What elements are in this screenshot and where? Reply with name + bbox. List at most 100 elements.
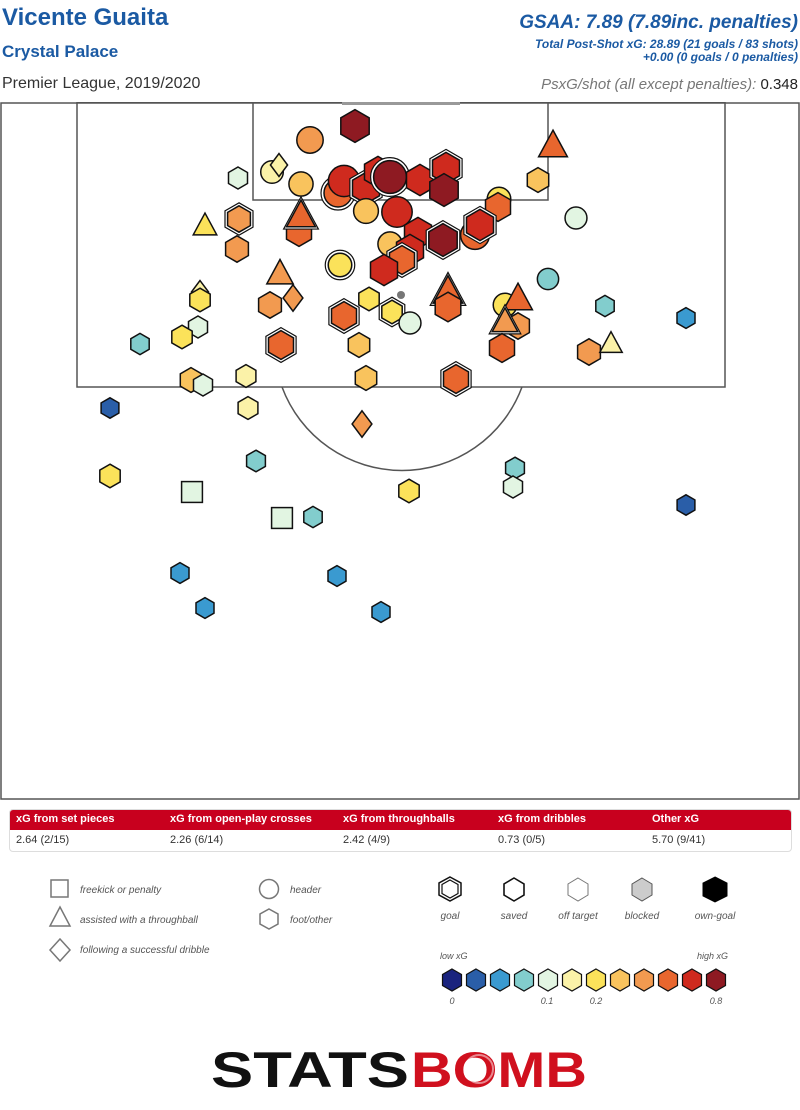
shot-shape bbox=[347, 331, 371, 359]
shot-shape bbox=[371, 600, 391, 624]
shot-shape bbox=[595, 294, 615, 318]
shot-shape bbox=[100, 396, 120, 420]
shot-marker bbox=[170, 561, 190, 585]
header-set-pieces: xG from set pieces bbox=[16, 813, 115, 825]
shot-marker bbox=[434, 291, 462, 323]
total-psxg-line: Total Post-Shot xG: 28.89 (21 goals / 83… bbox=[535, 37, 798, 51]
shot-marker bbox=[351, 409, 373, 439]
off-target-outcome-icon bbox=[567, 877, 589, 902]
shot-shape bbox=[504, 456, 526, 480]
legend: freekick or penalty assisted with a thro… bbox=[48, 876, 736, 1006]
shot-marker bbox=[288, 171, 314, 197]
goal-outcome-inner bbox=[441, 879, 459, 899]
shot-shape bbox=[235, 363, 257, 389]
shot-shape bbox=[282, 283, 304, 313]
statsbomb-logo: STATS BOMB bbox=[211, 1044, 587, 1094]
shot-shape bbox=[429, 172, 459, 208]
shot-shape bbox=[269, 152, 289, 178]
shot-marker bbox=[328, 297, 360, 335]
shot-shape bbox=[99, 463, 121, 489]
legend-low-xg: low xG bbox=[440, 951, 468, 961]
scale-tick-0-8: 0.8 bbox=[710, 996, 723, 1006]
shot-marker bbox=[130, 332, 150, 356]
shot-shape bbox=[267, 329, 295, 361]
legend-saved: saved bbox=[501, 911, 528, 922]
saved-outcome-icon bbox=[503, 877, 525, 902]
shot-marker bbox=[224, 234, 250, 264]
logo-target-icon bbox=[464, 1054, 494, 1084]
shot-shape bbox=[428, 222, 458, 258]
xg-scale-swatch bbox=[441, 968, 463, 992]
penalty-psxg-line: +0.00 (0 goals / 0 penalties) bbox=[642, 50, 798, 64]
square-icon bbox=[50, 879, 69, 898]
xg-scale-swatch bbox=[681, 968, 703, 992]
shot-marker bbox=[195, 596, 215, 620]
xg-scale-swatch bbox=[489, 968, 511, 992]
xg-scale-swatch bbox=[657, 968, 679, 992]
shot-shape bbox=[576, 337, 602, 367]
shot-shape bbox=[536, 267, 560, 291]
shot-shape bbox=[526, 166, 550, 194]
legend-foot-other: foot/other bbox=[290, 915, 333, 926]
shot-shape bbox=[187, 315, 209, 339]
shot-marker bbox=[189, 287, 211, 313]
header-other-xg: Other xG bbox=[652, 813, 700, 825]
shot-shape bbox=[227, 166, 249, 190]
shot-marker bbox=[187, 315, 209, 339]
xg-scale-swatches bbox=[441, 968, 727, 992]
shot-shape bbox=[327, 564, 347, 588]
xg-scale-swatch bbox=[633, 968, 655, 992]
shot-marker bbox=[488, 303, 522, 335]
penalty-spot bbox=[397, 291, 405, 299]
xg-scale-swatch bbox=[465, 968, 487, 992]
shot-shape bbox=[237, 395, 259, 421]
outcome-legend: goal saved off target blocked own-goal bbox=[438, 876, 736, 922]
shot-shape bbox=[265, 257, 295, 285]
shot-shape bbox=[288, 171, 314, 197]
legend-own-goal: own-goal bbox=[695, 911, 736, 922]
blocked-outcome-icon bbox=[631, 877, 653, 902]
shot-marker bbox=[429, 172, 459, 208]
value-open-play-crosses: 2.26 (6/14) bbox=[170, 834, 224, 846]
header-throughballs: xG from throughballs bbox=[343, 813, 455, 825]
shot-marker bbox=[504, 456, 526, 480]
xg-scale-swatch bbox=[561, 968, 583, 992]
scale-tick-0: 0 bbox=[449, 996, 454, 1006]
xg-scale-swatch bbox=[609, 968, 631, 992]
shot-marker bbox=[354, 364, 378, 392]
shot-shape bbox=[224, 234, 250, 264]
shot-marker bbox=[265, 326, 297, 364]
shot-shape bbox=[130, 332, 150, 356]
shot-shape bbox=[502, 281, 534, 311]
scale-tick-0-2: 0.2 bbox=[590, 996, 603, 1006]
shot-shape bbox=[171, 324, 193, 350]
value-set-pieces: 2.64 (2/15) bbox=[16, 834, 70, 846]
shot-marker bbox=[171, 324, 193, 350]
shot-marker bbox=[347, 331, 371, 359]
penalty-arc bbox=[281, 386, 523, 472]
header-dribbles: xG from dribbles bbox=[498, 813, 587, 825]
shot-shape bbox=[195, 596, 215, 620]
shot-shape bbox=[330, 300, 358, 332]
shot-marker bbox=[352, 197, 380, 225]
psxg-per-shot: PsxG/shot (all except penalties): 0.348 bbox=[541, 76, 798, 93]
shot-marker bbox=[192, 373, 214, 397]
shot-marker bbox=[370, 156, 411, 197]
xg-scale-swatch bbox=[537, 968, 559, 992]
shot-marker bbox=[502, 281, 534, 311]
legend-goal: goal bbox=[441, 911, 461, 922]
shot-shape bbox=[170, 561, 190, 585]
shot-map bbox=[0, 102, 800, 800]
shot-shape bbox=[340, 108, 370, 144]
shot-shape bbox=[351, 409, 373, 439]
circle-icon bbox=[258, 878, 280, 900]
shot-marker bbox=[100, 396, 120, 420]
shot-shape bbox=[434, 291, 462, 323]
shot-marker bbox=[303, 505, 323, 529]
xg-scale-swatch bbox=[513, 968, 535, 992]
player-name: Vicente Guaita bbox=[2, 4, 169, 31]
xg-breakdown-header: xG from set pieces xG from open-play cro… bbox=[10, 810, 791, 830]
shot-marker bbox=[440, 360, 472, 398]
shot-marker bbox=[340, 108, 370, 144]
shot-shape bbox=[285, 198, 317, 228]
